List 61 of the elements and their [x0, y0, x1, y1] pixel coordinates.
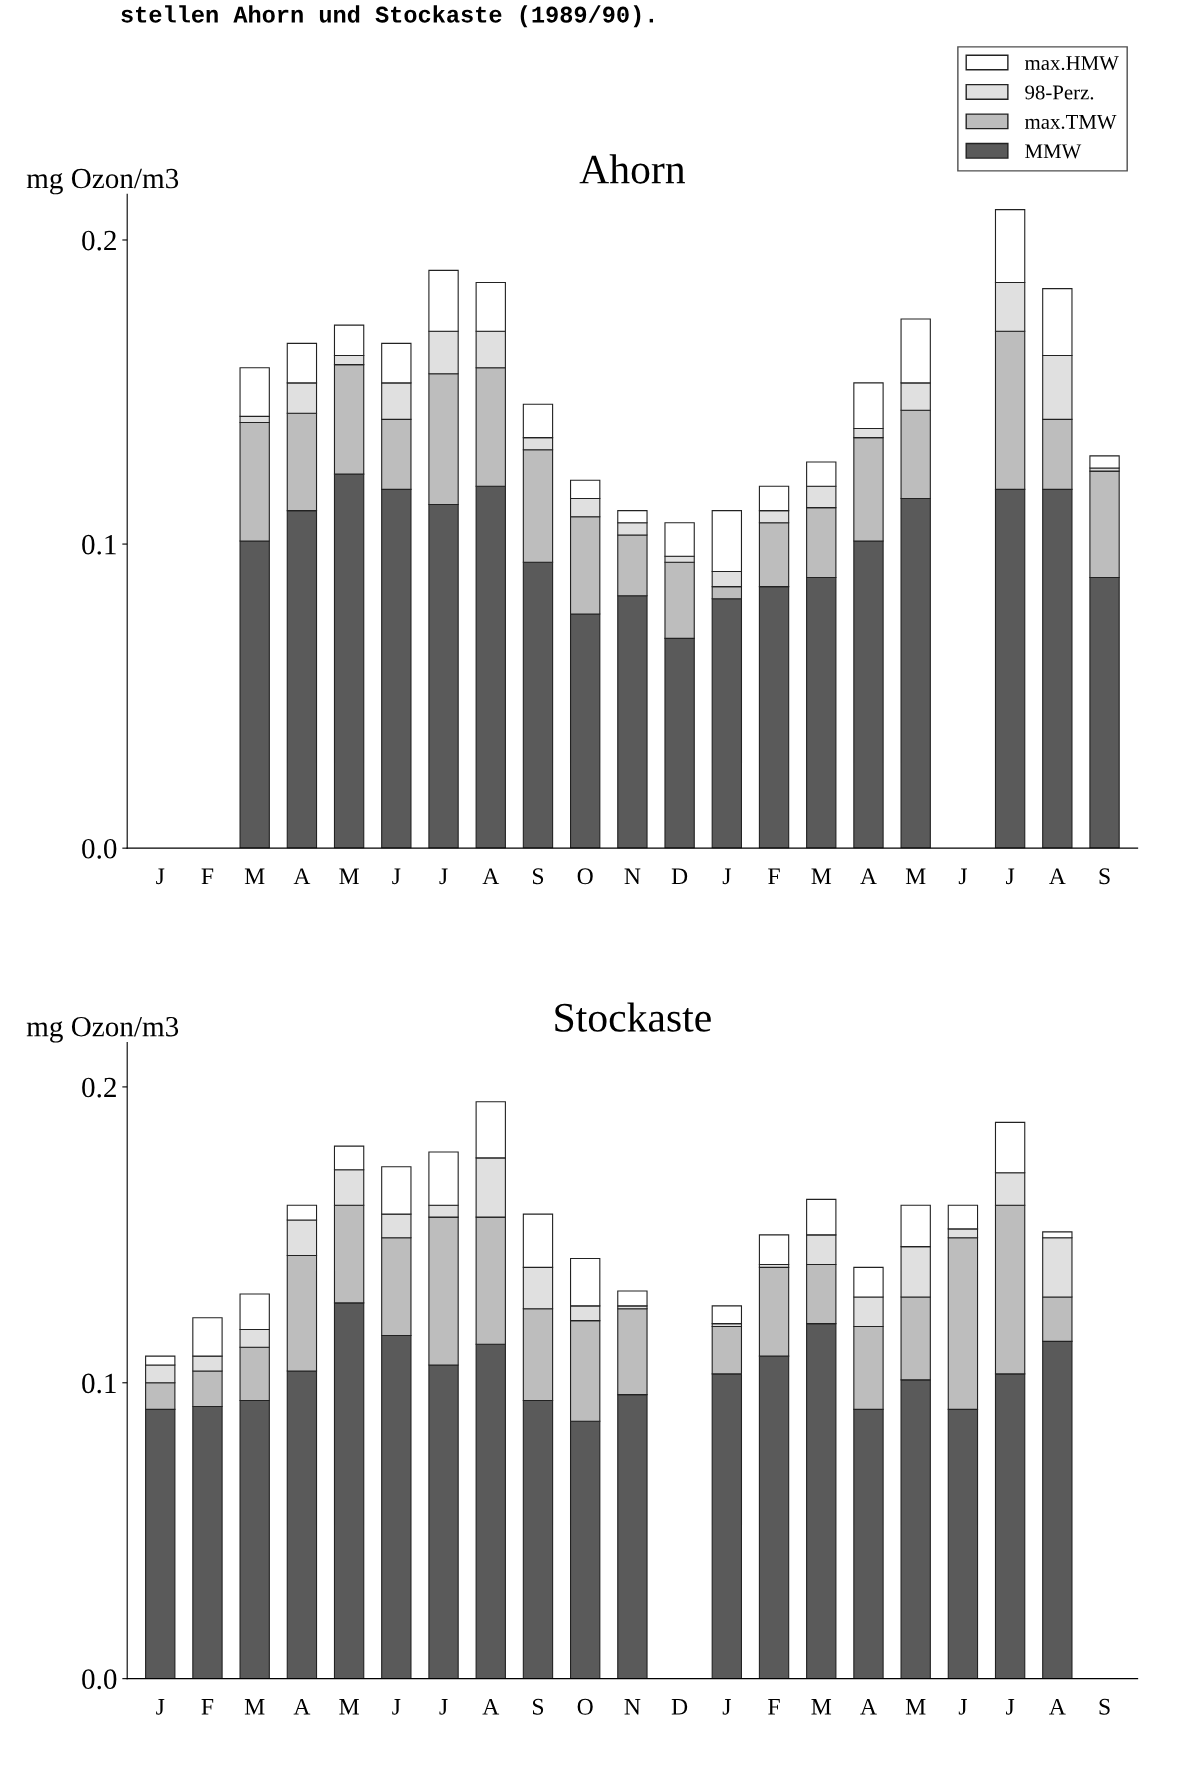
x-tick-label: J [439, 868, 448, 885]
y-tick-label: 0.1 [82, 1373, 116, 1394]
bar [758, 1234, 790, 1265]
x-tick-label: F [768, 1699, 780, 1715]
x-tick-label: D [671, 868, 688, 885]
x-tick-label: M [905, 1699, 926, 1715]
x-tick-label: J [392, 1699, 401, 1715]
x-tick-label: M [244, 1699, 265, 1715]
y-tick-label: 0.2 [82, 230, 116, 251]
x-tick-label: S [532, 1698, 544, 1715]
legend-label: 98-Perz. [1025, 85, 1094, 100]
x-tick-label: M [244, 868, 265, 884]
legend-label: max.HMW [1024, 56, 1119, 71]
x-tick-label: F [201, 868, 214, 884]
chart-title: Ahorn [579, 154, 685, 184]
chart-title: Stockaste [555, 1002, 711, 1032]
x-tick-label: N [624, 1699, 641, 1715]
y-tick-label: 0.0 [82, 1669, 117, 1690]
x-tick-label: J [392, 868, 401, 885]
x-tick-label: J [439, 1699, 448, 1715]
x-tick-label: J [722, 1699, 731, 1715]
x-tick-label: A [482, 868, 500, 884]
x-tick-label: J [958, 868, 967, 885]
x-tick-label: A [482, 1698, 500, 1715]
bar [711, 1305, 743, 1325]
x-tick-label: M [811, 868, 832, 884]
y-axis-title: mg Ozon/m3 [26, 1016, 179, 1043]
x-tick-label: F [201, 1699, 214, 1715]
x-tick-label: O [577, 868, 593, 885]
text: stellen Ahorn und Stockaste (1989/90). [121, 5, 653, 28]
x-tick-label: J [722, 868, 731, 885]
y-tick-label: 0.2 [82, 1077, 116, 1098]
x-tick-label: J [1006, 1699, 1015, 1715]
x-tick-label: F [768, 868, 780, 884]
x-tick-label: O [577, 1698, 593, 1715]
y-tick-label: 0.0 [82, 838, 117, 859]
x-tick-label: M [339, 868, 359, 884]
x-tick-label: A [860, 868, 877, 884]
y-tick-label: 0.1 [82, 534, 116, 555]
x-tick-label: M [811, 1699, 832, 1715]
x-tick-label: A [1049, 868, 1066, 884]
bar [617, 1290, 648, 1307]
x-tick-label: M [339, 1699, 359, 1715]
x-tick-label: J [156, 1699, 165, 1715]
x-tick-label: A [293, 1698, 311, 1715]
x-tick-label: D [671, 1699, 688, 1715]
x-tick-label: S [1099, 868, 1110, 885]
y-axis-title: mg Ozon/m3 [26, 168, 179, 195]
bar [1089, 455, 1120, 469]
x-tick-label: A [860, 1698, 877, 1715]
x-tick-label: M [905, 868, 926, 884]
x-tick-label: A [1049, 1698, 1066, 1715]
x-tick-label: A [293, 868, 311, 884]
legend-label: MMW [1025, 144, 1082, 159]
x-tick-label: J [1006, 868, 1015, 885]
x-tick-label: J [156, 868, 165, 885]
x-tick-label: S [532, 868, 544, 885]
legend-label: max.TMW [1024, 115, 1117, 129]
x-tick-label: S [1099, 1698, 1110, 1715]
x-tick-label: N [624, 868, 641, 884]
x-tick-label: J [958, 1699, 967, 1715]
